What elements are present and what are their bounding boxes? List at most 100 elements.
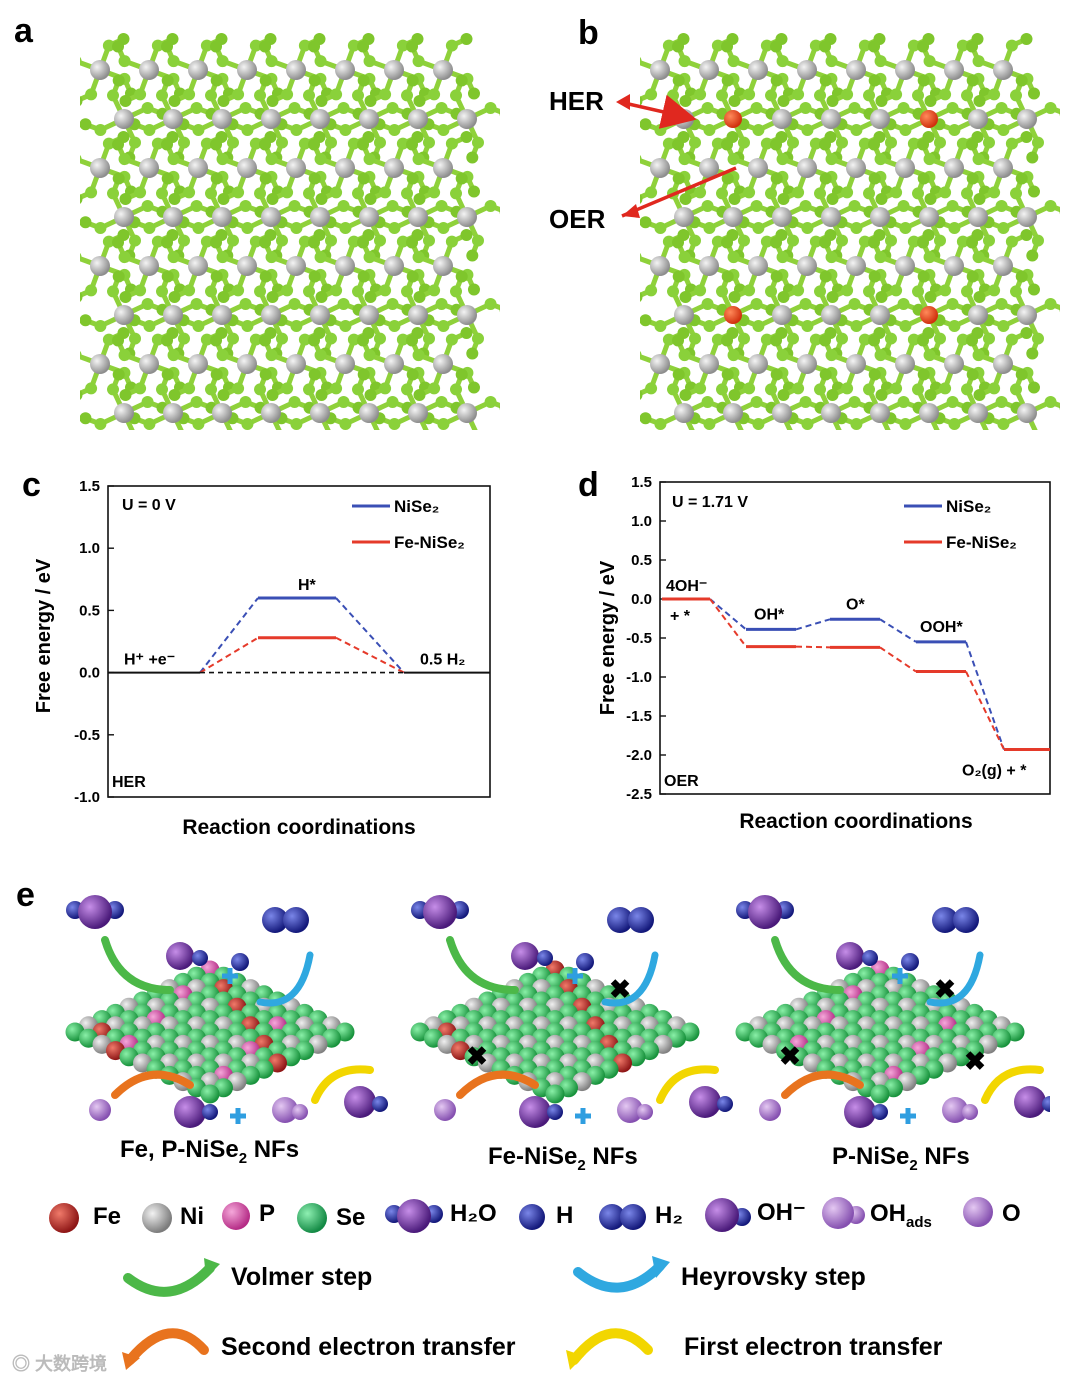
- ni-atom: [286, 158, 306, 178]
- ni-atom: [748, 354, 768, 374]
- ni-atom: [457, 403, 477, 423]
- catalyst-slab-1: [65, 895, 388, 1128]
- ni-atom: [433, 354, 453, 374]
- state-label: + *: [670, 608, 691, 625]
- legend-fe: Fe: [93, 1203, 122, 1230]
- h-atom: [231, 953, 249, 971]
- schematic-caption-3: P-NiSe2 NFs: [832, 1143, 970, 1174]
- her-annotation: HER: [549, 86, 604, 116]
- mechanism-arrows: [101, 936, 374, 1104]
- ni-atom: [797, 60, 817, 80]
- ni-atom: [993, 158, 1013, 178]
- ni-atom: [846, 354, 866, 374]
- her-free-energy-chart: 1.5 1.0 0.5 0.0 -0.5 -1.0 H⁺ +e⁻ H* 0.5 H₂ Free…: [33, 478, 491, 839]
- ni-atom: [163, 207, 183, 227]
- ni-atom: [968, 305, 988, 325]
- h2-atom: [932, 907, 958, 933]
- heyrovsky-arrow: [926, 951, 984, 1007]
- y-tick-label: 1.0: [79, 540, 100, 557]
- oh-o: [836, 942, 864, 970]
- h2o-molecule-icon: [385, 1199, 443, 1233]
- ni-atom: [163, 305, 183, 325]
- fe-dopant-atom: [920, 306, 938, 324]
- second-electron-transfer-arrow: [781, 1070, 864, 1099]
- blocked-step-mark: ✖: [466, 1041, 488, 1071]
- ni-atom: [968, 207, 988, 227]
- plus-sign: [235, 1108, 241, 1124]
- first-electron-transfer-arrow: [311, 1065, 374, 1104]
- molecules: [411, 895, 733, 1128]
- legend-p: P: [259, 1200, 276, 1227]
- fe-atom-icon: [49, 1203, 79, 1233]
- legend-o: O: [1002, 1200, 1021, 1227]
- oh-o: [511, 942, 539, 970]
- ohads-h: [637, 1104, 653, 1120]
- ni-atom: [723, 403, 743, 423]
- transition-connector: [335, 597, 405, 674]
- ni-atom: [212, 109, 232, 129]
- ni-atom: [772, 403, 792, 423]
- h-atom-icon: [519, 1204, 545, 1230]
- site-arrows: [616, 94, 737, 218]
- panel-label-b: b: [578, 14, 599, 52]
- first-electron-transfer-arrow-icon: [569, 1328, 653, 1365]
- heyrovsky-arrow: [256, 951, 314, 1007]
- ni-atom: [748, 256, 768, 276]
- ni-atom: [846, 60, 866, 80]
- o-atom-icon: [963, 1197, 993, 1227]
- transition-connector: [199, 636, 259, 674]
- y-tick-label: 1.5: [631, 474, 652, 491]
- oh-h: [862, 950, 878, 966]
- legend-ni: Ni: [180, 1203, 204, 1230]
- oh-o: [344, 1086, 376, 1118]
- ni-atom: [310, 305, 330, 325]
- ni-atom: [748, 158, 768, 178]
- ni-atom: [433, 158, 453, 178]
- oh-o: [1014, 1086, 1046, 1118]
- ni-atom: [139, 256, 159, 276]
- legend-h2: H₂: [655, 1202, 683, 1229]
- oh-h: [1042, 1096, 1050, 1112]
- ni-atom: [433, 256, 453, 276]
- blocked-step-mark: ✖: [964, 1046, 986, 1076]
- y-tick-label: -1.5: [626, 708, 652, 725]
- ni-atom: [699, 158, 719, 178]
- catalyst-mechanism-schematics: ✖✖✖✖ ✖: [65, 895, 1050, 1128]
- second-electron-transfer-arrow-icon: [125, 1328, 209, 1365]
- potential-condition: U = 1.71 V: [672, 494, 748, 511]
- species-legend-icons: [49, 1197, 993, 1233]
- volmer-arrow: [771, 936, 844, 994]
- legend-h: H: [556, 1202, 574, 1229]
- oh-o: [689, 1086, 721, 1118]
- catalyst-slab-2: ✖✖: [410, 895, 733, 1128]
- ni-atom: [674, 305, 694, 325]
- ni-atom: [674, 207, 694, 227]
- ni-atom: [237, 158, 257, 178]
- panel-label-c: c: [22, 466, 41, 504]
- ohads-o: [617, 1097, 643, 1123]
- ni-atom: [993, 354, 1013, 374]
- state-label: OOH*: [920, 619, 963, 636]
- ni-atom: [846, 256, 866, 276]
- ni-atom: [895, 256, 915, 276]
- ni-atom: [114, 109, 134, 129]
- ni-atom: [188, 60, 208, 80]
- ni-atoms: [90, 60, 477, 423]
- ni-atom: [919, 403, 939, 423]
- ni-atom: [457, 207, 477, 227]
- catalyst-slab-3: ✖ ✖ ✖: [735, 895, 1050, 1128]
- ni-atom: [237, 354, 257, 374]
- x-axis-label: Reaction coordinations: [739, 810, 972, 833]
- oh-h: [717, 1096, 733, 1112]
- ni-atom: [433, 60, 453, 80]
- h2-atom: [953, 907, 979, 933]
- ni-atom: [457, 109, 477, 129]
- legend-heyrovsky: Heyrovsky step: [681, 1263, 866, 1291]
- blocked-step-mark: ✖: [779, 1041, 801, 1071]
- molecules: [66, 895, 388, 1128]
- ni-atom: [335, 256, 355, 276]
- ni-atom: [408, 207, 428, 227]
- oh-h: [372, 1096, 388, 1112]
- ni-atom: [748, 60, 768, 80]
- ni-atom: [286, 256, 306, 276]
